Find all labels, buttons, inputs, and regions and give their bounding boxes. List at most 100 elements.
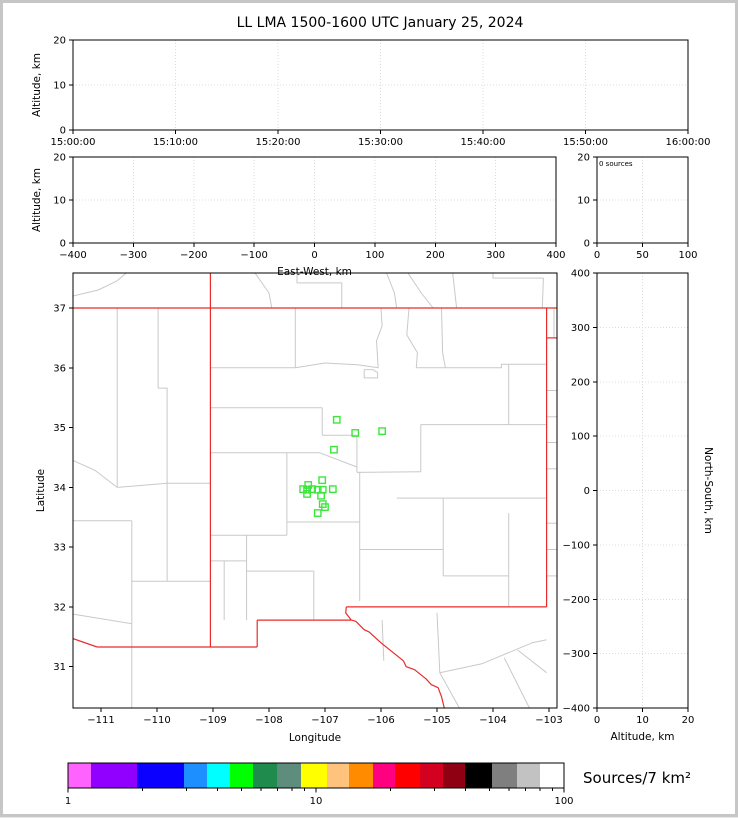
x-tick-label: −104 bbox=[479, 715, 506, 726]
x-tick-label: 15:00:00 bbox=[51, 137, 96, 148]
county-border bbox=[296, 273, 343, 308]
ew_height_panel-ylabel: Altitude, km bbox=[31, 168, 43, 232]
station-marker bbox=[303, 485, 311, 494]
county-border bbox=[157, 308, 168, 484]
y-tick-label: 37 bbox=[53, 303, 66, 314]
x-tick-label: −108 bbox=[255, 715, 282, 726]
colorbar-segment bbox=[373, 763, 395, 788]
map_panel: −111 −110 −109 −108 −107 −106 −105 −104 −103 31 32… bbox=[35, 272, 563, 744]
ew_height_panel-xlabel: East-West, km bbox=[277, 266, 352, 278]
source_histogram_panel: 0 50 100 0 10 20 0 sources bbox=[577, 153, 697, 262]
y-tick-label: 0 bbox=[584, 239, 590, 250]
y-tick-label: −400 bbox=[563, 704, 590, 715]
x-tick-label: −107 bbox=[311, 715, 338, 726]
colorbar-tick-label: 10 bbox=[310, 796, 323, 807]
colorbar-segment bbox=[91, 763, 137, 788]
lma-stations bbox=[299, 415, 387, 517]
x-tick-label: 10 bbox=[636, 715, 649, 726]
y-tick-label: 100 bbox=[571, 432, 590, 443]
county-border bbox=[386, 273, 398, 309]
county-border bbox=[541, 278, 544, 309]
y-tick-label: 20 bbox=[577, 153, 590, 164]
colorbar-segment bbox=[443, 763, 465, 788]
map-county-lines bbox=[73, 273, 557, 708]
colorbar-segment bbox=[230, 763, 253, 788]
colorbar-segment bbox=[301, 763, 327, 788]
x-tick-label: 0 bbox=[311, 250, 317, 261]
y-tick-label: −300 bbox=[563, 649, 590, 660]
county-border bbox=[407, 273, 434, 309]
county-border bbox=[73, 460, 118, 488]
county-border bbox=[416, 363, 547, 369]
station-marker bbox=[317, 491, 325, 500]
x-tick-label: 15:30:00 bbox=[358, 137, 403, 148]
colorbar-segment bbox=[540, 763, 564, 788]
y-tick-label: 20 bbox=[53, 36, 66, 47]
x-tick-label: 15:10:00 bbox=[153, 137, 198, 148]
county-border bbox=[295, 362, 379, 369]
county-border bbox=[439, 639, 547, 674]
county-border bbox=[441, 307, 446, 368]
station-marker bbox=[304, 481, 313, 489]
map-content bbox=[73, 273, 557, 708]
x-tick-label: −111 bbox=[87, 715, 114, 726]
colorbar-segment bbox=[327, 763, 349, 788]
y-tick-label: 300 bbox=[571, 323, 590, 334]
ew_height_panel: −400 −300 −200 −100 0 100 200 300 400 0 10 20 East-W… bbox=[31, 153, 566, 279]
county-border bbox=[73, 613, 132, 625]
colorbar-segment bbox=[137, 763, 184, 788]
county-border bbox=[452, 273, 458, 309]
station-marker bbox=[351, 429, 360, 437]
y-tick-label: 20 bbox=[53, 153, 66, 164]
y-tick-label: 33 bbox=[53, 543, 66, 554]
state-border bbox=[351, 619, 445, 708]
y-tick-label: −200 bbox=[563, 595, 590, 606]
x-tick-label: 200 bbox=[426, 250, 445, 261]
map-frame bbox=[72, 272, 558, 709]
plot-title: LL LMA 1500-1600 UTC January 25, 2024 bbox=[237, 15, 524, 31]
colorbar-segment bbox=[253, 763, 277, 788]
county-border bbox=[376, 307, 383, 368]
county-border bbox=[492, 273, 544, 279]
ns_height_panel-ylabel-right: North-South, km bbox=[702, 447, 714, 534]
county-border bbox=[254, 273, 273, 309]
ns_height_panel: 0 10 20 400 300 200 100 0 −100 −200 −300 −400 Altitu… bbox=[563, 269, 714, 744]
x-tick-label: 0 bbox=[594, 715, 600, 726]
x-tick-label: −110 bbox=[143, 715, 170, 726]
state-border bbox=[73, 638, 98, 648]
y-tick-label: 0 bbox=[60, 239, 66, 250]
x-tick-label: −106 bbox=[367, 715, 394, 726]
x-tick-label: 15:40:00 bbox=[461, 137, 506, 148]
x-tick-label: −400 bbox=[59, 250, 86, 261]
county-border bbox=[356, 471, 421, 473]
y-tick-label: 10 bbox=[53, 81, 66, 92]
x-tick-label: −300 bbox=[120, 250, 147, 261]
y-tick-label: 0 bbox=[584, 486, 590, 497]
colorbar-segment bbox=[277, 763, 301, 788]
colorbar-segment bbox=[184, 763, 207, 788]
colorbar-segment bbox=[492, 763, 517, 788]
station-marker bbox=[330, 445, 338, 454]
x-tick-label: −100 bbox=[240, 250, 267, 261]
colorbar-segment bbox=[517, 763, 540, 788]
county-border bbox=[406, 307, 418, 368]
x-tick-label: −105 bbox=[423, 715, 450, 726]
y-tick-label: 36 bbox=[53, 363, 66, 374]
map-ylabel: Latitude bbox=[35, 469, 47, 512]
station-marker bbox=[318, 476, 327, 485]
map-xlabel: Longitude bbox=[289, 732, 341, 744]
y-tick-label: 35 bbox=[53, 423, 66, 434]
colorbar-segment bbox=[207, 763, 230, 788]
station-marker bbox=[313, 509, 322, 517]
colorbar-tick-label: 100 bbox=[554, 796, 573, 807]
time_height_panel-ylabel: Altitude, km bbox=[31, 53, 43, 117]
county-border bbox=[381, 620, 385, 661]
annotation-source-count: 0 sources bbox=[599, 160, 633, 168]
station-marker bbox=[321, 503, 329, 511]
x-tick-label: −103 bbox=[535, 715, 562, 726]
y-tick-label: 0 bbox=[60, 126, 66, 137]
station-marker bbox=[378, 427, 387, 436]
county-border bbox=[117, 482, 211, 488]
station-marker bbox=[299, 485, 308, 494]
station-marker bbox=[308, 485, 317, 494]
